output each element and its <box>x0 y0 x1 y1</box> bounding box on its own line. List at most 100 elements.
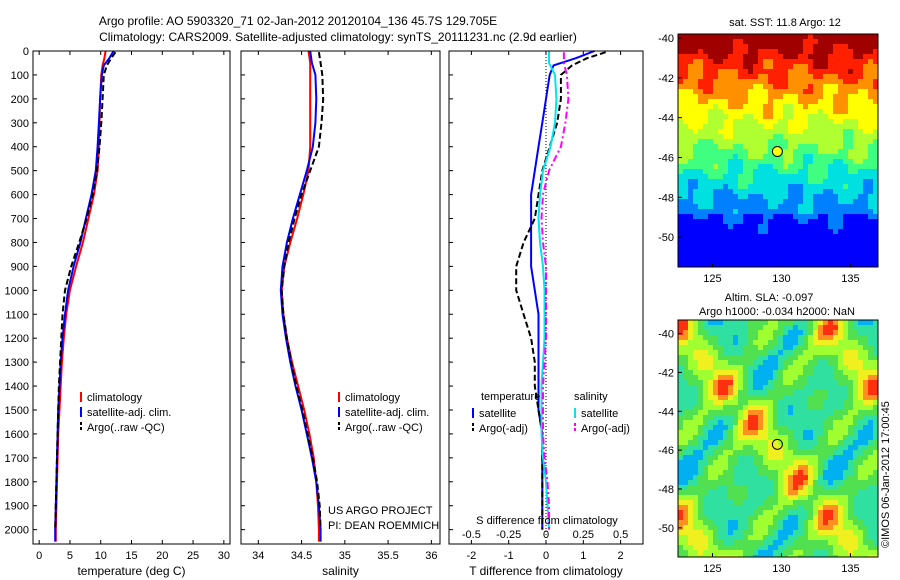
map-cell <box>763 104 768 109</box>
map-cell <box>693 74 698 79</box>
map-cell <box>713 144 718 149</box>
map-cell <box>718 94 723 99</box>
map-cell <box>783 139 788 144</box>
map-cell <box>738 169 743 174</box>
map-cell <box>828 139 833 144</box>
map-cell <box>693 435 698 440</box>
map-cell <box>768 44 773 49</box>
map-cell <box>768 219 773 224</box>
map-cell <box>703 470 708 475</box>
map-cell <box>768 184 773 189</box>
map-cell <box>828 530 833 535</box>
map-cell <box>723 375 728 380</box>
map-cell <box>813 174 818 179</box>
map-cell <box>748 124 753 129</box>
map-cell <box>763 39 768 44</box>
map-cell <box>873 149 878 154</box>
map-cell <box>683 229 688 234</box>
map-cell <box>718 550 723 555</box>
map-cell <box>728 94 733 99</box>
map-cell <box>778 475 783 480</box>
map-cell <box>763 259 768 264</box>
map-cell <box>793 219 798 224</box>
map-y-tick-label: -48 <box>658 484 674 496</box>
map-cell <box>763 44 768 49</box>
map-cell <box>703 249 708 254</box>
map-cell <box>783 515 788 520</box>
map-cell <box>813 199 818 204</box>
map-cell <box>828 535 833 540</box>
map-cell <box>678 149 683 154</box>
map-cell <box>778 550 783 555</box>
map-cell <box>833 209 838 214</box>
map-cell <box>753 254 758 259</box>
map-cell <box>813 460 818 465</box>
map-cell <box>838 199 843 204</box>
map-cell <box>683 350 688 355</box>
map-cell <box>813 485 818 490</box>
map-cell <box>683 535 688 540</box>
map-cell <box>798 445 803 450</box>
map-cell <box>703 325 708 330</box>
map-cell <box>793 375 798 380</box>
map-cell <box>723 390 728 395</box>
map-cell <box>713 49 718 54</box>
map-cell <box>733 360 738 365</box>
map-cell <box>778 435 783 440</box>
map-cell <box>773 490 778 495</box>
map-cell <box>808 229 813 234</box>
map-cell <box>828 194 833 199</box>
map-cell <box>753 184 758 189</box>
map-cell <box>683 249 688 254</box>
map-cell <box>723 380 728 385</box>
map-cell <box>858 179 863 184</box>
map-cell <box>873 259 878 264</box>
map-cell <box>788 209 793 214</box>
map-cell <box>728 520 733 525</box>
map-cell <box>678 530 683 535</box>
map-cell <box>833 500 838 505</box>
map-cell <box>748 64 753 69</box>
map-cell <box>723 264 728 267</box>
map-cell <box>748 385 753 390</box>
map-cell <box>808 239 813 244</box>
map-cell <box>838 385 843 390</box>
map-cell <box>753 450 758 455</box>
map-cell <box>698 480 703 485</box>
map-cell <box>753 360 758 365</box>
map-cell <box>803 525 808 530</box>
map-cell <box>773 239 778 244</box>
map-cell <box>783 129 788 134</box>
map-cell <box>753 199 758 204</box>
map-cell <box>828 89 833 94</box>
map-cell <box>703 59 708 64</box>
map-cell <box>708 555 713 557</box>
map-cell <box>713 375 718 380</box>
map-cell <box>828 229 833 234</box>
map-cell <box>753 385 758 390</box>
map-cell <box>723 385 728 390</box>
map-cell <box>853 350 858 355</box>
map-cell <box>723 174 728 179</box>
map-cell <box>758 415 763 420</box>
map-cell <box>803 229 808 234</box>
map-cell <box>838 34 843 39</box>
map-cell <box>733 169 738 174</box>
map-cell <box>773 184 778 189</box>
map-cell <box>743 405 748 410</box>
map-cell <box>863 39 868 44</box>
map-cell <box>793 234 798 239</box>
map-cell <box>718 114 723 119</box>
map-cell <box>868 104 873 109</box>
map-cell <box>778 224 783 229</box>
map-cell <box>803 249 808 254</box>
map-cell <box>693 450 698 455</box>
map-cell <box>848 320 853 325</box>
map-cell <box>823 460 828 465</box>
map-cell <box>713 455 718 460</box>
map-cell <box>838 355 843 360</box>
map-cell <box>738 149 743 154</box>
map-cell <box>783 244 788 249</box>
map-cell <box>848 249 853 254</box>
map-cell <box>823 435 828 440</box>
